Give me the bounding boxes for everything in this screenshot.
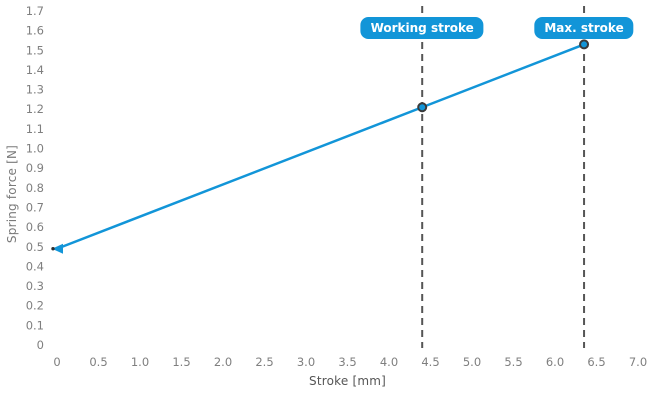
y-tick-label: 0.4 (26, 259, 44, 273)
y-axis-label: Spring force [N] (5, 144, 19, 244)
x-tick-label: 6.0 (546, 355, 564, 369)
x-tick-label: 4.0 (380, 355, 398, 369)
y-tick-label: 1.0 (26, 142, 44, 156)
data-point-marker (417, 102, 428, 113)
y-tick-label: 0.2 (26, 299, 44, 313)
x-tick-label: 0.5 (89, 355, 107, 369)
spring-force-line (55, 43, 586, 250)
y-tick-label: 0.1 (26, 318, 44, 332)
x-tick-label: 7.0 (629, 355, 647, 369)
data-point-marker (579, 39, 590, 50)
y-tick-label: 0.5 (26, 240, 44, 254)
line-start-caret-marker (52, 243, 63, 254)
x-tick-label: 2.5 (255, 355, 273, 369)
y-tick-label: 1.7 (26, 4, 44, 18)
y-tick-label: 1.4 (26, 63, 44, 77)
x-tick-label: 0 (53, 355, 60, 369)
max-stroke-annotation-label: Max. stroke (534, 17, 634, 39)
x-tick-label: 1.0 (131, 355, 149, 369)
y-tick-label: 0.9 (26, 161, 44, 175)
y-tick-label: 1.1 (26, 122, 44, 136)
y-tick-label: 0.8 (26, 181, 44, 195)
y-tick-label: 1.6 (26, 24, 44, 38)
x-tick-label: 2.0 (214, 355, 232, 369)
x-tick-label: 3.5 (338, 355, 356, 369)
y-tick-label: 1.2 (26, 102, 44, 116)
y-tick-label: 1.3 (26, 83, 44, 97)
line-start-dot (51, 247, 55, 251)
y-tick-label: 0.7 (26, 200, 44, 214)
working-stroke-annotation-label: Working stroke (360, 17, 484, 39)
x-tick-label: 4.5 (421, 355, 439, 369)
x-tick-label: 5.5 (504, 355, 522, 369)
x-tick-label: 6.5 (587, 355, 605, 369)
y-tick-label: 1.5 (26, 43, 44, 57)
y-tick-label: 0 (37, 338, 44, 352)
x-axis-label: Stroke [mm] (309, 374, 386, 388)
y-tick-label: 0.6 (26, 220, 44, 234)
x-tick-label: 5.0 (463, 355, 481, 369)
y-tick-label: 0.3 (26, 279, 44, 293)
x-tick-label: 3.0 (297, 355, 315, 369)
x-tick-label: 1.5 (172, 355, 190, 369)
